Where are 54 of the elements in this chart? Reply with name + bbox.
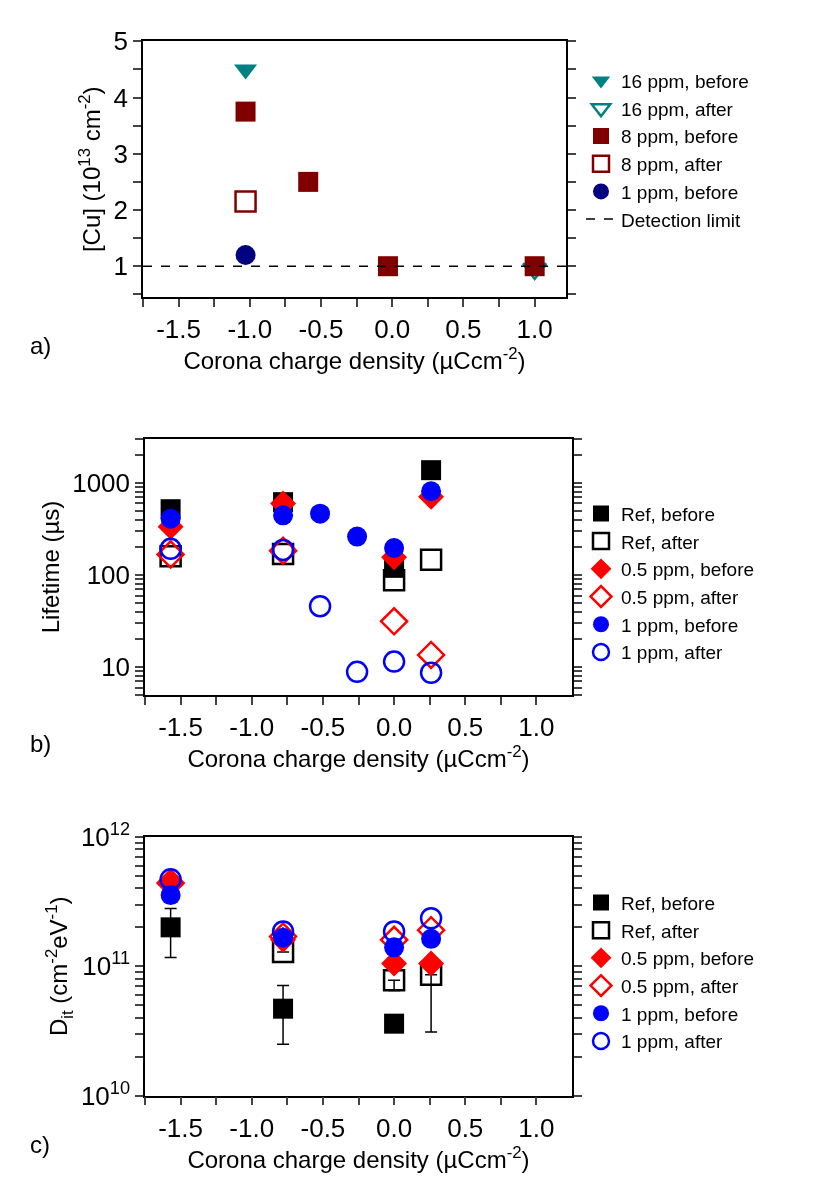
x-tick-label: -1.0 [227,314,273,345]
text: c) [30,1131,50,1158]
x-tick-label: -0.5 [298,314,344,345]
x-tick-label: 0.5 [445,314,482,345]
x-tick-label: 0.0 [374,314,411,345]
legend-label: 1 ppm, before [621,1003,739,1025]
x-tick-label: -1.0 [229,1112,275,1143]
legend-label: 16 ppm, after [621,98,734,120]
x-tick-label: -0.5 [300,1112,346,1143]
legend-label: Ref, after [621,531,700,553]
x-tick-label: 0.0 [376,1112,413,1143]
x-tick-label: -1.5 [156,314,202,345]
x-tick-label: -1.5 [158,1112,203,1143]
y-tick-label: 5 [113,26,129,57]
x-tick-label: 0.5 [447,1112,484,1143]
legend-label: Detection limit [621,209,742,231]
legend-label: 0.5 ppm, after [621,586,739,608]
legend-label: 1 ppm, before [621,614,739,636]
legend-label: 1 ppm, after [621,642,724,664]
legend-label: Ref, before [621,892,715,914]
y-axis-title: Lifetime (µs) [36,500,64,634]
x-tick-label: 0.0 [376,711,413,742]
legend-label: 0.5 ppm, before [621,559,755,581]
x-tick-label: -0.5 [300,711,346,742]
y-tick-label: 10 [101,652,131,683]
text: a) [30,332,52,359]
legend-label: 1 ppm, after [621,1031,724,1053]
legend-label: 0.5 ppm, after [621,975,739,997]
y-tick-label: 1 [113,251,129,282]
y-tick-label: 10$^{10}$ [80,1077,131,1111]
x-axis-title: Corona charge density (µCcm$^{-2}$) [183,344,526,375]
x-axis-title: Corona charge density (µCcm$^{-2}$) [187,1142,530,1173]
x-tick-label: 1.0 [518,711,555,742]
y-tick-label: 3 [113,138,129,169]
x-tick-label: -1.0 [229,711,275,742]
text: b) [30,730,52,757]
y-tick-label: 4 [113,82,129,113]
x-tick-label: 1.0 [518,1112,555,1143]
x-tick-label: 1.0 [516,314,553,345]
legend-label: 8 ppm, before [621,126,739,148]
x-tick-label: 0.5 [447,711,484,742]
y-tick-label: 10$^{11}$ [82,948,131,982]
y-tick-label: 1000 [72,468,131,499]
legend-label: 1 ppm, before [621,181,739,203]
legend-label: 8 ppm, after [621,154,724,176]
legend-label: Ref, before [621,503,715,525]
legend-label: 0.5 ppm, before [621,948,755,970]
legend-label: 16 ppm, before [621,71,749,93]
y-tick-label: 100 [86,560,131,591]
y-tick-label: 2 [113,195,129,226]
y-tick-label: 10$^{12}$ [80,819,131,853]
x-axis-title: Corona charge density (µCcm$^{-2}$) [187,741,530,772]
x-tick-label: -1.5 [158,711,203,742]
legend-label: Ref, after [621,920,700,942]
